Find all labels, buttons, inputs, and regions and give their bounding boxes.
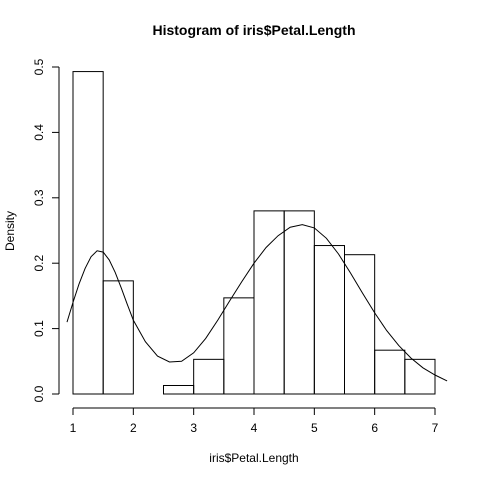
histogram-bar-1 — [72, 71, 104, 395]
histogram-bar-11 — [374, 349, 406, 395]
histogram-bar-5 — [193, 358, 225, 395]
histogram-bar-2 — [102, 280, 134, 395]
x-tick-label-6: 6 — [371, 421, 378, 435]
histogram-bar-12 — [404, 358, 436, 395]
histogram-bar-6 — [223, 297, 255, 395]
x-tick-label-5: 5 — [311, 421, 318, 435]
y-axis-label: Density — [3, 211, 17, 251]
x-tick-label-3: 3 — [190, 421, 197, 435]
histogram-bars — [72, 71, 436, 395]
chart-title: Histogram of iris$Petal.Length — [152, 22, 355, 38]
histogram-bar-7 — [253, 210, 285, 395]
y-tick-label-0.2: 0.2 — [32, 255, 46, 272]
y-tick-label-0.3: 0.3 — [32, 189, 46, 206]
histogram-bar-10 — [344, 254, 376, 395]
y-tick-label-0.0: 0.0 — [32, 385, 46, 402]
y-axis: 0.0 0.1 0.2 0.3 0.4 0.5 — [32, 58, 60, 402]
histogram-bar-4 — [163, 384, 195, 395]
histogram-bar-9 — [313, 245, 346, 395]
x-tick-label-2: 2 — [130, 421, 137, 435]
y-tick-label-0.5: 0.5 — [32, 58, 46, 75]
density-curve-group — [66, 224, 448, 382]
histogram-bar-8 — [283, 210, 315, 395]
density-curve — [66, 224, 448, 382]
y-tick-label-0.1: 0.1 — [32, 320, 46, 337]
x-axis: 1 2 3 4 5 6 7 — [70, 407, 439, 435]
x-tick-label-4: 4 — [251, 421, 258, 435]
y-tick-label-0.4: 0.4 — [32, 124, 46, 141]
x-tick-label-7: 7 — [432, 421, 439, 435]
x-axis-label: iris$Petal.Length — [209, 451, 298, 465]
x-tick-label-1: 1 — [70, 421, 77, 435]
